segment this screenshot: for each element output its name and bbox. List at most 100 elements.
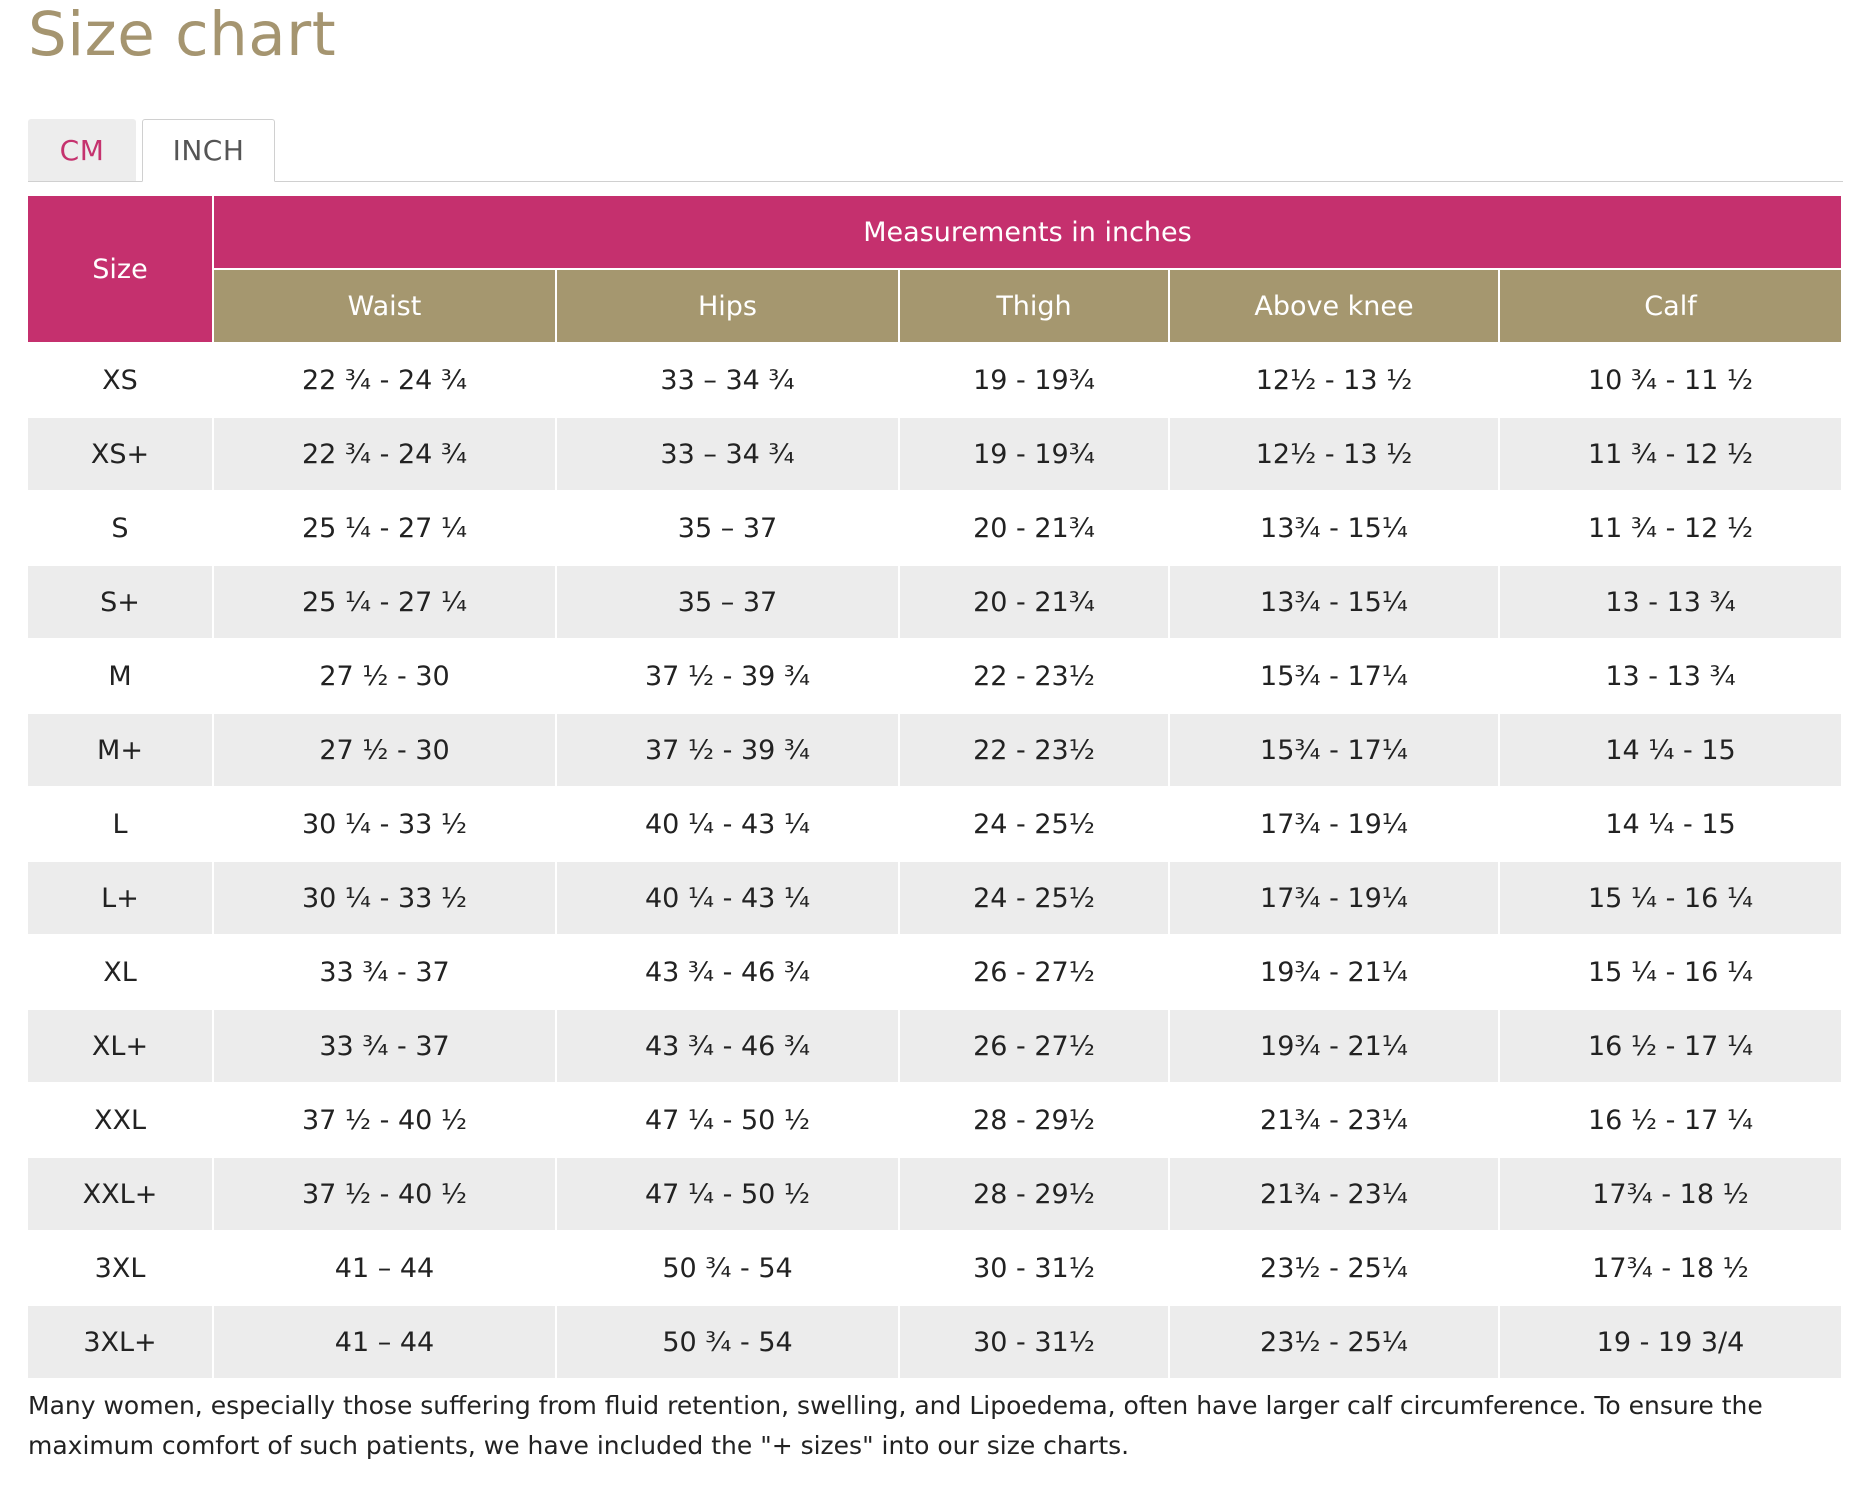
table-row: XL+ 33 ¾ - 37 43 ¾ - 46 ¾ 26 - 27½ 19¾ - 21¼… [28,1010,1841,1082]
above-knee-cell: 12½ - 13 ½ [1170,344,1498,416]
hips-cell: 35 – 37 [557,492,898,564]
above-knee-cell: 13¾ - 15¼ [1170,566,1498,638]
thigh-cell: 22 - 23½ [900,714,1168,786]
hips-cell: 40 ¼ - 43 ¼ [557,862,898,934]
column-header-thigh: Thigh [900,270,1168,342]
table-row: 3XL 41 – 44 50 ¾ - 54 30 - 31½ 23½ - 25¼ 17¾ … [28,1232,1841,1304]
column-header-above-knee: Above knee [1170,270,1498,342]
thigh-cell: 26 - 27½ [900,1010,1168,1082]
hips-cell: 50 ¾ - 54 [557,1306,898,1378]
size-cell: L [28,788,212,860]
hips-cell: 33 – 34 ¾ [557,418,898,490]
calf-cell: 13 - 13 ¾ [1500,566,1841,638]
thigh-cell: 26 - 27½ [900,936,1168,1008]
hips-cell: 33 – 34 ¾ [557,344,898,416]
size-cell: XS [28,344,212,416]
thigh-cell: 20 - 21¾ [900,492,1168,564]
tab-inch[interactable]: INCH [142,119,275,182]
table-row: XXL 37 ½ - 40 ½ 47 ¼ - 50 ½ 28 - 29½ 21¾ - 2… [28,1084,1841,1156]
above-knee-cell: 12½ - 13 ½ [1170,418,1498,490]
waist-cell: 37 ½ - 40 ½ [214,1084,555,1156]
size-chart-page: Size chart CM INCH Size Measurements in … [28,0,1843,1466]
size-table-body: XS 22 ¾ - 24 ¾ 33 – 34 ¾ 19 - 19¾ 12½ - 13 ½… [28,344,1841,1378]
waist-cell: 33 ¾ - 37 [214,936,555,1008]
calf-cell: 15 ¼ - 16 ¼ [1500,936,1841,1008]
above-knee-cell: 13¾ - 15¼ [1170,492,1498,564]
above-knee-cell: 21¾ - 23¼ [1170,1084,1498,1156]
plus-sizes-note: Many women, especially those suffering f… [28,1391,1763,1460]
hips-cell: 37 ½ - 39 ¾ [557,714,898,786]
hips-cell: 40 ¼ - 43 ¼ [557,788,898,860]
above-knee-cell: 15¾ - 17¼ [1170,714,1498,786]
size-cell: S+ [28,566,212,638]
above-knee-cell: 23½ - 25¼ [1170,1306,1498,1378]
calf-cell: 11 ¾ - 12 ½ [1500,418,1841,490]
above-knee-cell: 15¾ - 17¼ [1170,640,1498,712]
size-cell: XL+ [28,1010,212,1082]
thigh-cell: 22 - 23½ [900,640,1168,712]
thigh-cell: 19 - 19¾ [900,344,1168,416]
hips-cell: 35 – 37 [557,566,898,638]
waist-cell: 22 ¾ - 24 ¾ [214,344,555,416]
calf-cell: 15 ¼ - 16 ¼ [1500,862,1841,934]
calf-cell: 14 ¼ - 15 [1500,714,1841,786]
tab-cm[interactable]: CM [28,119,136,182]
waist-cell: 25 ¼ - 27 ¼ [214,492,555,564]
hips-cell: 43 ¾ - 46 ¾ [557,1010,898,1082]
size-cell: L+ [28,862,212,934]
table-row: 3XL+ 41 – 44 50 ¾ - 54 30 - 31½ 23½ - 25¼ 19 … [28,1306,1841,1378]
size-cell: 3XL [28,1232,212,1304]
waist-cell: 30 ¼ - 33 ½ [214,788,555,860]
calf-cell: 16 ½ - 17 ¼ [1500,1010,1841,1082]
waist-cell: 22 ¾ - 24 ¾ [214,418,555,490]
thigh-cell: 30 - 31½ [900,1232,1168,1304]
size-cell: XL [28,936,212,1008]
thigh-cell: 24 - 25½ [900,862,1168,934]
thigh-cell: 30 - 31½ [900,1306,1168,1378]
calf-cell: 19 - 19 3/4 [1500,1306,1841,1378]
table-row: S 25 ¼ - 27 ¼ 35 – 37 20 - 21¾ 13¾ - 15¼ 11 ¾… [28,492,1841,564]
thigh-cell: 19 - 19¾ [900,418,1168,490]
waist-cell: 41 – 44 [214,1306,555,1378]
size-cell: S [28,492,212,564]
thigh-cell: 28 - 29½ [900,1084,1168,1156]
waist-cell: 33 ¾ - 37 [214,1010,555,1082]
table-row: M 27 ½ - 30 37 ½ - 39 ¾ 22 - 23½ 15¾ - 17¼ 13… [28,640,1841,712]
table-row: S+ 25 ¼ - 27 ¼ 35 – 37 20 - 21¾ 13¾ - 15¼ 13 … [28,566,1841,638]
calf-cell: 16 ½ - 17 ¼ [1500,1084,1841,1156]
above-knee-cell: 21¾ - 23¼ [1170,1158,1498,1230]
size-cell: XXL [28,1084,212,1156]
hips-cell: 37 ½ - 39 ¾ [557,640,898,712]
column-header-hips: Hips [557,270,898,342]
waist-cell: 27 ½ - 30 [214,640,555,712]
waist-cell: 25 ¼ - 27 ¼ [214,566,555,638]
thigh-cell: 24 - 25½ [900,788,1168,860]
table-row: L+ 30 ¼ - 33 ½ 40 ¼ - 43 ¼ 24 - 25½ 17¾ - 19… [28,862,1841,934]
table-row: XS+ 22 ¾ - 24 ¾ 33 – 34 ¾ 19 - 19¾ 12½ - 13 … [28,418,1841,490]
waist-cell: 30 ¼ - 33 ½ [214,862,555,934]
size-cell: XXL+ [28,1158,212,1230]
column-header-calf: Calf [1500,270,1841,342]
hips-cell: 43 ¾ - 46 ¾ [557,936,898,1008]
measurements-group-header: Measurements in inches [214,196,1841,268]
above-knee-cell: 17¾ - 19¼ [1170,862,1498,934]
above-knee-cell: 23½ - 25¼ [1170,1232,1498,1304]
calf-cell: 10 ¾ - 11 ½ [1500,344,1841,416]
calf-cell: 14 ¼ - 15 [1500,788,1841,860]
above-knee-cell: 19¾ - 21¼ [1170,1010,1498,1082]
hips-cell: 47 ¼ - 50 ½ [557,1158,898,1230]
hips-cell: 47 ¼ - 50 ½ [557,1084,898,1156]
calf-cell: 17¾ - 18 ½ [1500,1158,1841,1230]
table-row: L 30 ¼ - 33 ½ 40 ¼ - 43 ¼ 24 - 25½ 17¾ - 19¼… [28,788,1841,860]
size-table: Size Measurements in inches Waist Hips T… [26,194,1843,1380]
thigh-cell: 20 - 21¾ [900,566,1168,638]
column-header-waist: Waist [214,270,555,342]
above-knee-cell: 19¾ - 21¼ [1170,936,1498,1008]
thigh-cell: 28 - 29½ [900,1158,1168,1230]
unit-tabs: CM INCH [28,119,1843,182]
table-row: M+ 27 ½ - 30 37 ½ - 39 ¾ 22 - 23½ 15¾ - 17¼ 1… [28,714,1841,786]
table-row: XS 22 ¾ - 24 ¾ 33 – 34 ¾ 19 - 19¾ 12½ - 13 ½… [28,344,1841,416]
size-column-header: Size [28,196,212,342]
size-cell: 3XL+ [28,1306,212,1378]
waist-cell: 27 ½ - 30 [214,714,555,786]
